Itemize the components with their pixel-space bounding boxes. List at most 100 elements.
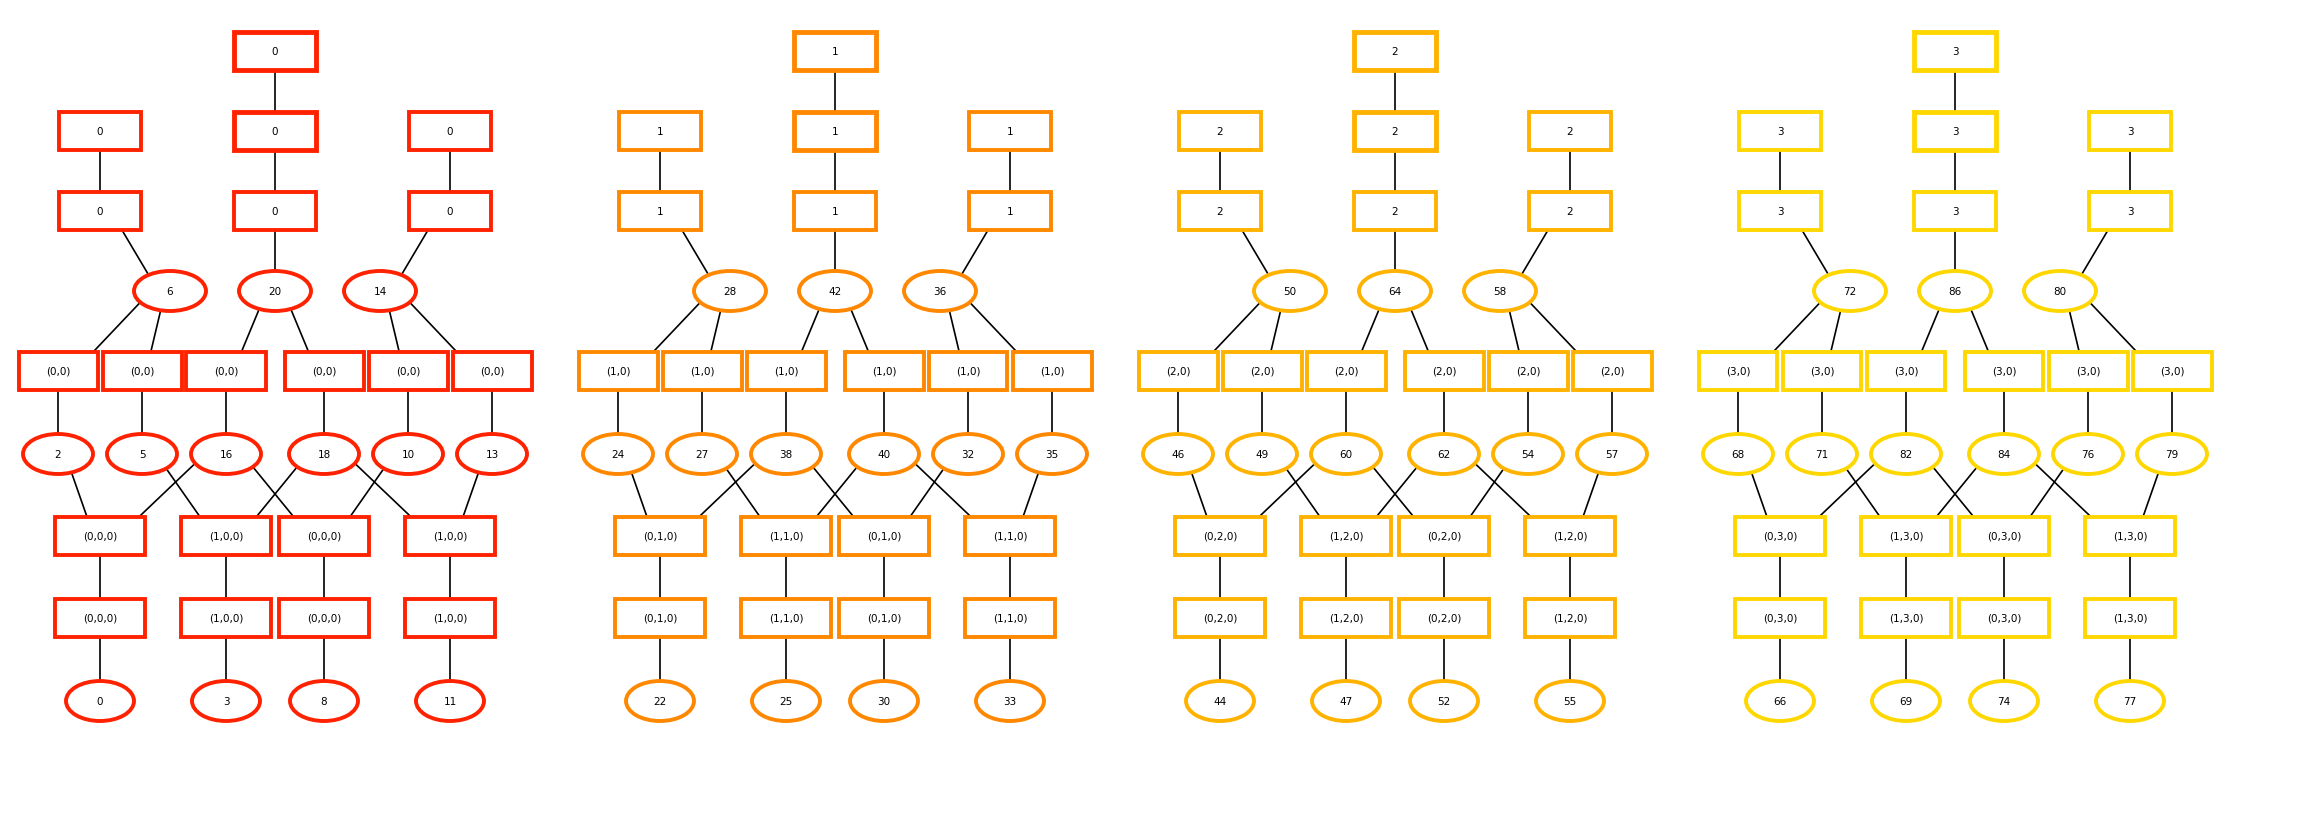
FancyBboxPatch shape	[1301, 599, 1391, 637]
Text: 30: 30	[878, 696, 890, 706]
Text: 1: 1	[658, 127, 664, 137]
Ellipse shape	[1253, 272, 1327, 312]
Text: (1,3,0): (1,3,0)	[2113, 614, 2147, 624]
FancyBboxPatch shape	[1400, 599, 1490, 637]
Ellipse shape	[625, 681, 694, 721]
Text: 35: 35	[1046, 450, 1058, 460]
Text: 11: 11	[444, 696, 458, 706]
Text: 1: 1	[658, 206, 664, 217]
Text: 16: 16	[218, 450, 232, 460]
FancyBboxPatch shape	[929, 353, 1007, 390]
Text: 76: 76	[2081, 450, 2094, 460]
Text: (0,0): (0,0)	[313, 366, 336, 376]
Text: (0,0): (0,0)	[129, 366, 154, 376]
FancyBboxPatch shape	[1306, 353, 1386, 390]
FancyBboxPatch shape	[103, 353, 182, 390]
FancyBboxPatch shape	[1959, 517, 2048, 555]
Text: 1: 1	[1007, 206, 1014, 217]
FancyBboxPatch shape	[618, 193, 701, 231]
Text: (0,0): (0,0)	[214, 366, 239, 376]
Text: 1: 1	[832, 47, 839, 57]
FancyBboxPatch shape	[1354, 113, 1437, 150]
Ellipse shape	[1968, 435, 2039, 475]
Text: (1,0): (1,0)	[690, 366, 715, 376]
FancyBboxPatch shape	[844, 353, 924, 390]
Ellipse shape	[1228, 435, 1297, 475]
Text: 50: 50	[1283, 287, 1297, 297]
Text: (1,2,0): (1,2,0)	[1329, 532, 1363, 542]
Text: 3: 3	[223, 696, 230, 706]
Text: (3,0): (3,0)	[2159, 366, 2184, 376]
FancyBboxPatch shape	[1487, 353, 1568, 390]
Text: (0,0,0): (0,0,0)	[83, 532, 117, 542]
Ellipse shape	[1536, 681, 1605, 721]
Text: 2: 2	[1391, 206, 1398, 217]
FancyBboxPatch shape	[1138, 353, 1218, 390]
Ellipse shape	[800, 272, 871, 312]
Text: 3: 3	[1777, 206, 1784, 217]
Text: 40: 40	[878, 450, 890, 460]
Text: (0,3,0): (0,3,0)	[1986, 532, 2021, 542]
Text: (0,3,0): (0,3,0)	[1763, 614, 1798, 624]
Text: (0,0,0): (0,0,0)	[83, 614, 117, 624]
FancyBboxPatch shape	[182, 599, 271, 637]
Ellipse shape	[372, 435, 444, 475]
Text: 69: 69	[1899, 696, 1913, 706]
FancyBboxPatch shape	[182, 517, 271, 555]
Text: 0: 0	[271, 206, 278, 217]
FancyBboxPatch shape	[1524, 599, 1614, 637]
FancyBboxPatch shape	[1405, 353, 1483, 390]
Text: 0: 0	[446, 206, 453, 217]
Text: (1,3,0): (1,3,0)	[2113, 532, 2147, 542]
Text: 1: 1	[1007, 127, 1014, 137]
Ellipse shape	[290, 681, 359, 721]
Text: 0: 0	[271, 47, 278, 57]
Ellipse shape	[1313, 681, 1379, 721]
Text: 2: 2	[1216, 127, 1223, 137]
Text: 54: 54	[1522, 450, 1536, 460]
FancyBboxPatch shape	[1736, 599, 1825, 637]
Ellipse shape	[667, 435, 738, 475]
FancyBboxPatch shape	[18, 353, 97, 390]
Text: (0,0): (0,0)	[480, 366, 503, 376]
Text: (0,2,0): (0,2,0)	[1202, 532, 1237, 542]
Text: (1,2,0): (1,2,0)	[1552, 532, 1586, 542]
Text: 2: 2	[1566, 127, 1573, 137]
FancyBboxPatch shape	[1860, 599, 1952, 637]
FancyBboxPatch shape	[1529, 193, 1612, 231]
FancyBboxPatch shape	[1966, 353, 2044, 390]
Text: 44: 44	[1214, 696, 1228, 706]
FancyBboxPatch shape	[60, 193, 140, 231]
FancyBboxPatch shape	[1699, 353, 1777, 390]
FancyBboxPatch shape	[1860, 517, 1952, 555]
FancyBboxPatch shape	[405, 599, 494, 637]
FancyBboxPatch shape	[1301, 517, 1391, 555]
Ellipse shape	[752, 681, 821, 721]
FancyBboxPatch shape	[2048, 353, 2127, 390]
FancyBboxPatch shape	[966, 599, 1055, 637]
Text: 18: 18	[317, 450, 331, 460]
Text: (1,0,0): (1,0,0)	[209, 614, 244, 624]
Ellipse shape	[239, 272, 310, 312]
Text: (0,1,0): (0,1,0)	[867, 614, 901, 624]
Text: (1,1,0): (1,1,0)	[993, 532, 1028, 542]
FancyBboxPatch shape	[839, 517, 929, 555]
Text: 47: 47	[1340, 696, 1352, 706]
Text: 77: 77	[2124, 696, 2136, 706]
FancyBboxPatch shape	[1738, 193, 1821, 231]
Ellipse shape	[458, 435, 526, 475]
Text: 22: 22	[653, 696, 667, 706]
Text: (1,0): (1,0)	[871, 366, 897, 376]
Text: (0,2,0): (0,2,0)	[1428, 532, 1462, 542]
Text: 14: 14	[372, 287, 386, 297]
Text: (1,0): (1,0)	[956, 366, 979, 376]
Text: 28: 28	[724, 287, 736, 297]
FancyBboxPatch shape	[2133, 353, 2212, 390]
Ellipse shape	[416, 681, 485, 721]
FancyBboxPatch shape	[793, 113, 876, 150]
FancyBboxPatch shape	[60, 113, 140, 150]
Text: 33: 33	[1002, 696, 1016, 706]
Text: 20: 20	[269, 287, 280, 297]
Text: 2: 2	[1566, 206, 1573, 217]
FancyBboxPatch shape	[1915, 193, 1996, 231]
